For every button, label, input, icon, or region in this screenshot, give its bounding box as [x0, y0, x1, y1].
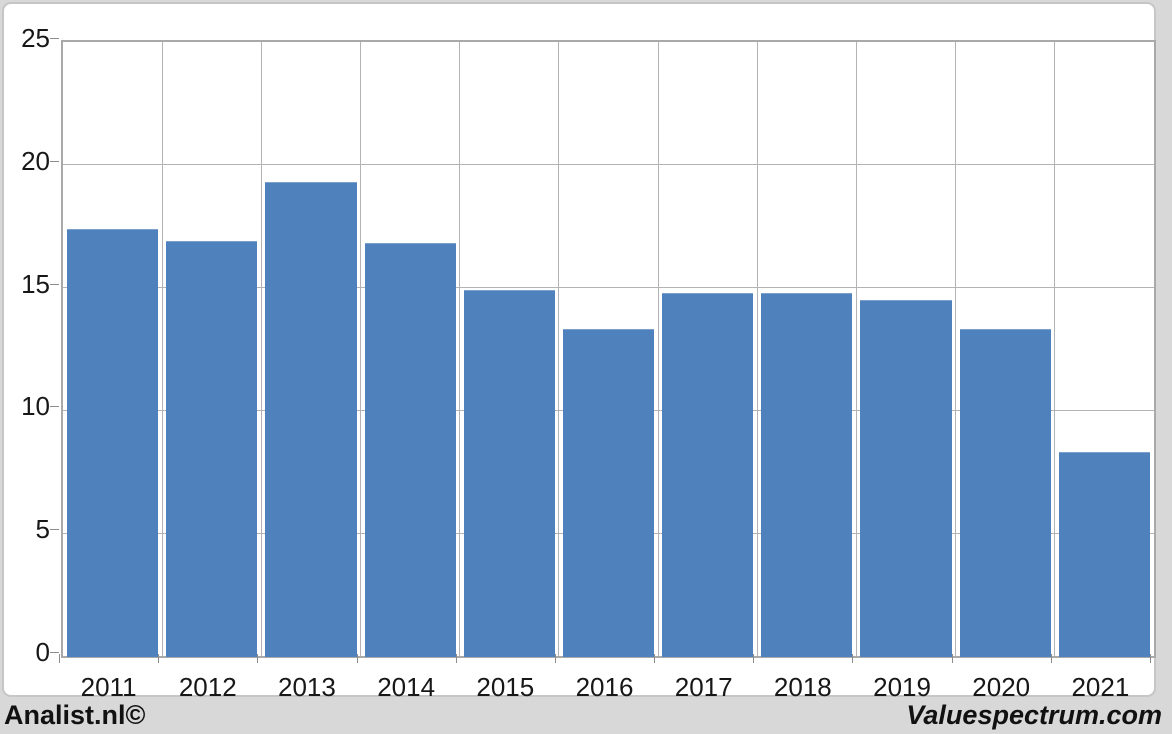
bar-2015	[463, 290, 555, 657]
vertical-gridline	[756, 42, 758, 656]
bar-2012	[166, 240, 258, 657]
y-axis-tick-mark	[50, 652, 59, 653]
vertical-gridline	[657, 42, 659, 656]
horizontal-gridline	[63, 287, 1154, 289]
x-axis-tick-mark	[257, 654, 259, 663]
x-axis-tick-mark	[1050, 654, 1052, 663]
footer-bar: Analist.nl© Valuespectrum.com	[0, 698, 1172, 734]
x-axis-tick-label: 2020	[972, 672, 1031, 702]
y-axis-tick-mark	[50, 406, 59, 408]
y-axis-tick-label: 0	[35, 637, 50, 667]
y-axis-tick-mark	[50, 38, 59, 39]
y-axis-tick-label: 5	[35, 514, 50, 545]
bar-2019	[860, 299, 952, 657]
y-axis-tick-label: 20	[21, 145, 50, 176]
y-axis-tick-mark	[50, 283, 59, 285]
x-axis-tick-label: 2021	[1071, 672, 1130, 702]
bar-2017	[662, 292, 754, 657]
x-axis-tick-mark	[455, 654, 457, 663]
x-axis-tick-label: 2018	[773, 672, 832, 702]
horizontal-gridline	[63, 164, 1154, 166]
bar-2014	[364, 243, 456, 657]
plot-area	[61, 40, 1156, 658]
x-axis-tick-label: 2013	[278, 672, 336, 702]
y-axis-tick-label: 15	[21, 268, 50, 299]
bar-2018	[761, 292, 853, 657]
valuespectrum-watermark-text: Valuespectrum.com	[906, 700, 1162, 730]
vertical-gridline	[855, 42, 857, 656]
x-axis-tick-label: 2012	[178, 672, 237, 702]
x-axis-tick-label: 2016	[575, 672, 634, 702]
x-axis-tick-mark	[59, 654, 60, 663]
x-axis-tick-label: 2014	[377, 672, 436, 702]
analist-watermark-text: Analist.nl©	[4, 700, 146, 730]
y-axis-tick-mark	[50, 529, 59, 531]
vertical-gridline	[260, 42, 262, 656]
x-axis-tick-label: 2011	[80, 672, 137, 702]
vertical-gridline	[1054, 42, 1056, 656]
x-axis-tick-mark	[654, 654, 656, 663]
x-axis-tick-mark	[1150, 654, 1151, 663]
y-axis-tick-mark	[50, 160, 59, 162]
x-axis-tick-mark	[753, 654, 755, 663]
bar-2011	[67, 228, 159, 657]
x-axis-tick-mark	[158, 654, 160, 663]
x-axis-tick-mark	[852, 654, 854, 663]
x-axis-tick-mark	[356, 654, 358, 663]
vertical-gridline	[955, 42, 957, 656]
y-axis-tick-label: 25	[21, 23, 50, 53]
bar-2013	[265, 181, 357, 657]
vertical-gridline	[161, 42, 163, 656]
chart-frame: 0 5 10 15 20 25 2011 2012 2013 2014 2015 2016 2017 20…	[2, 2, 1156, 702]
bar-2021	[1058, 452, 1150, 657]
x-axis-tick-label: 2015	[476, 672, 535, 702]
vertical-gridline	[558, 42, 560, 656]
x-axis-tick-label: 2017	[674, 672, 733, 702]
vertical-gridline	[360, 42, 362, 656]
vertical-gridline	[459, 42, 461, 656]
x-axis-tick-mark	[951, 654, 953, 663]
bar-2020	[959, 329, 1051, 657]
bar-2016	[562, 329, 655, 657]
y-axis-tick-label: 10	[21, 391, 50, 422]
x-axis-tick-mark	[554, 654, 556, 663]
x-axis-tick-label: 2019	[873, 672, 931, 702]
